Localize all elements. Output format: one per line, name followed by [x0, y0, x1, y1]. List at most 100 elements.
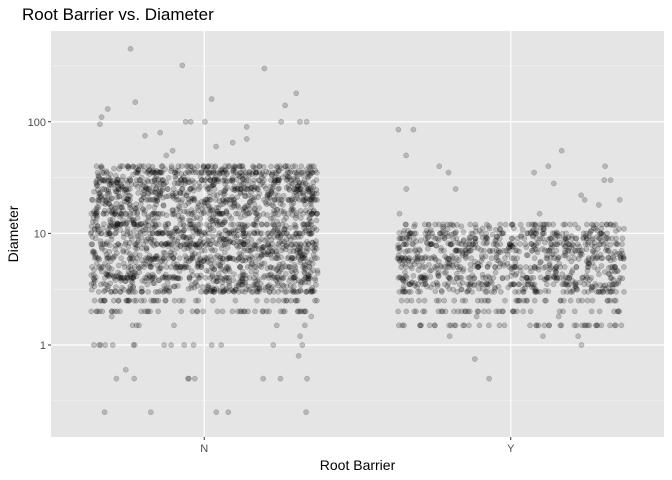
data-point — [263, 168, 270, 175]
data-point — [192, 297, 199, 304]
data-point — [188, 282, 195, 288]
data-point — [163, 193, 170, 200]
data-point — [272, 169, 279, 176]
data-point — [519, 226, 526, 233]
data-point — [240, 230, 247, 237]
data-point — [96, 342, 103, 348]
data-point — [268, 244, 274, 250]
data-point — [104, 106, 111, 112]
data-point — [140, 241, 146, 248]
data-point — [229, 255, 236, 262]
data-point — [264, 283, 271, 290]
data-point — [124, 272, 131, 279]
data-point — [269, 240, 276, 247]
data-point — [152, 253, 159, 260]
data-point — [174, 180, 181, 187]
data-point — [395, 242, 402, 249]
data-point — [276, 261, 283, 268]
data-point — [251, 230, 258, 237]
data-point — [128, 236, 135, 243]
data-point — [215, 176, 222, 183]
data-point — [211, 176, 217, 182]
data-point — [565, 241, 572, 248]
data-point — [260, 244, 267, 251]
data-point — [313, 210, 320, 217]
data-point — [300, 192, 307, 199]
data-point — [598, 263, 605, 269]
data-point — [143, 236, 150, 243]
data-point — [91, 275, 97, 282]
data-point — [111, 253, 118, 260]
data-point — [572, 221, 578, 228]
data-point — [305, 186, 312, 192]
data-point — [134, 215, 141, 221]
data-point — [108, 203, 115, 210]
data-point — [162, 274, 169, 280]
data-point — [537, 288, 543, 295]
data-point — [245, 177, 252, 183]
data-point — [201, 208, 207, 215]
data-point — [210, 167, 216, 174]
data-point — [211, 177, 218, 183]
data-point — [546, 274, 553, 281]
data-point — [106, 248, 113, 255]
data-point — [162, 166, 168, 172]
data-point — [313, 241, 319, 248]
data-point — [484, 264, 491, 270]
data-point — [550, 281, 557, 288]
data-point — [578, 342, 585, 348]
data-point — [276, 177, 283, 184]
data-point — [220, 242, 226, 248]
data-point — [281, 226, 288, 233]
data-point — [590, 247, 596, 254]
data-point — [149, 216, 156, 222]
data-point — [202, 196, 209, 203]
data-point — [621, 225, 627, 232]
data-point — [129, 217, 135, 224]
data-point — [119, 284, 125, 291]
data-point — [191, 250, 198, 257]
data-point — [523, 264, 529, 270]
data-point — [282, 102, 288, 109]
data-point — [201, 203, 208, 209]
data-point — [234, 202, 241, 209]
data-point — [209, 284, 216, 291]
data-point — [579, 274, 586, 281]
data-point — [106, 196, 112, 203]
data-point — [195, 169, 202, 176]
data-point — [241, 281, 248, 288]
data-point — [127, 177, 133, 184]
data-point — [131, 264, 138, 270]
data-point — [432, 235, 439, 242]
data-point — [153, 297, 160, 304]
data-point — [177, 208, 184, 215]
data-point — [402, 288, 409, 295]
data-point — [249, 195, 255, 201]
data-point — [512, 247, 519, 254]
data-point — [219, 255, 226, 262]
data-point — [142, 261, 149, 267]
data-point — [187, 243, 194, 249]
data-point — [163, 241, 169, 248]
data-point — [145, 218, 151, 225]
data-point — [130, 255, 137, 262]
data-point — [451, 322, 458, 329]
data-point — [217, 236, 223, 243]
data-point — [127, 251, 133, 257]
data-point — [288, 254, 295, 261]
data-point — [222, 274, 229, 281]
data-point — [528, 268, 534, 275]
data-point — [130, 269, 136, 276]
data-point — [179, 216, 186, 223]
data-point — [145, 196, 152, 203]
data-point — [186, 274, 193, 280]
data-point — [239, 226, 246, 233]
data-point — [554, 241, 561, 248]
data-point — [140, 206, 147, 212]
data-point — [130, 163, 136, 170]
data-point — [305, 241, 312, 248]
data-point — [187, 186, 194, 192]
data-point — [499, 274, 506, 281]
data-point — [231, 288, 238, 295]
data-point — [607, 241, 614, 248]
